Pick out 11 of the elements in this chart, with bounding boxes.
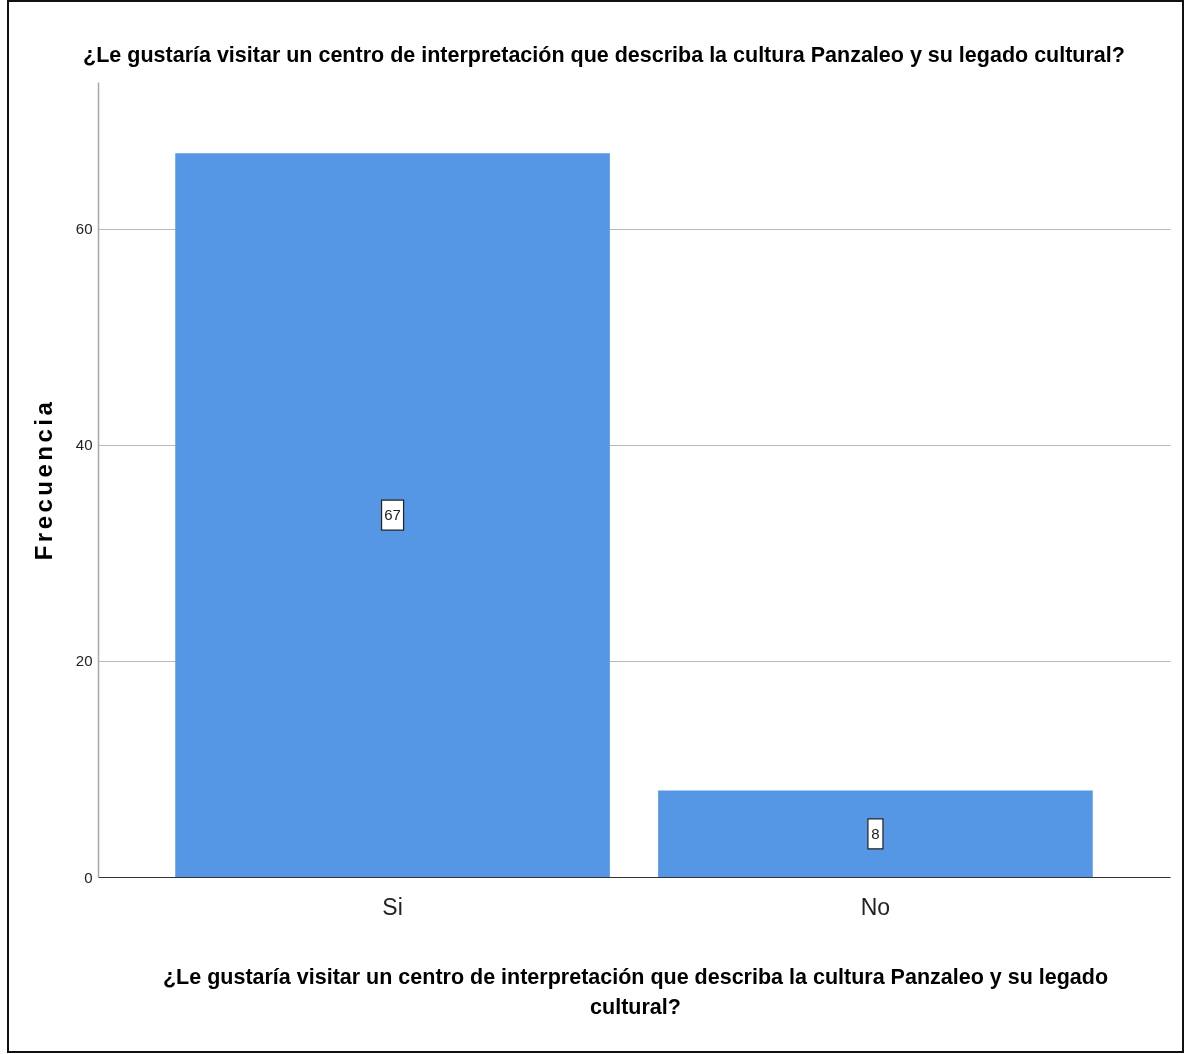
chart-title: ¿Le gustaría visitar un centro de interpretación que describa la cultura Panzaleo y su legado cultural?	[83, 42, 1125, 67]
x-tick-label: No	[860, 893, 891, 920]
x-tick-label: Si	[382, 893, 403, 920]
y-tick-label: 0	[84, 868, 93, 886]
data-label: 8	[871, 824, 880, 842]
y-tick-label: 40	[75, 436, 93, 454]
x-axis-title: ¿Le gustaría visitar un centro de interpretación que describa la cultura Panzaleo y su legado cultural?	[162, 964, 1109, 1019]
y-tick-label: 60	[75, 220, 93, 238]
y-axis-title: Frecuencia	[29, 398, 57, 561]
data-label: 67	[384, 506, 401, 524]
y-tick-label: 20	[75, 652, 93, 670]
